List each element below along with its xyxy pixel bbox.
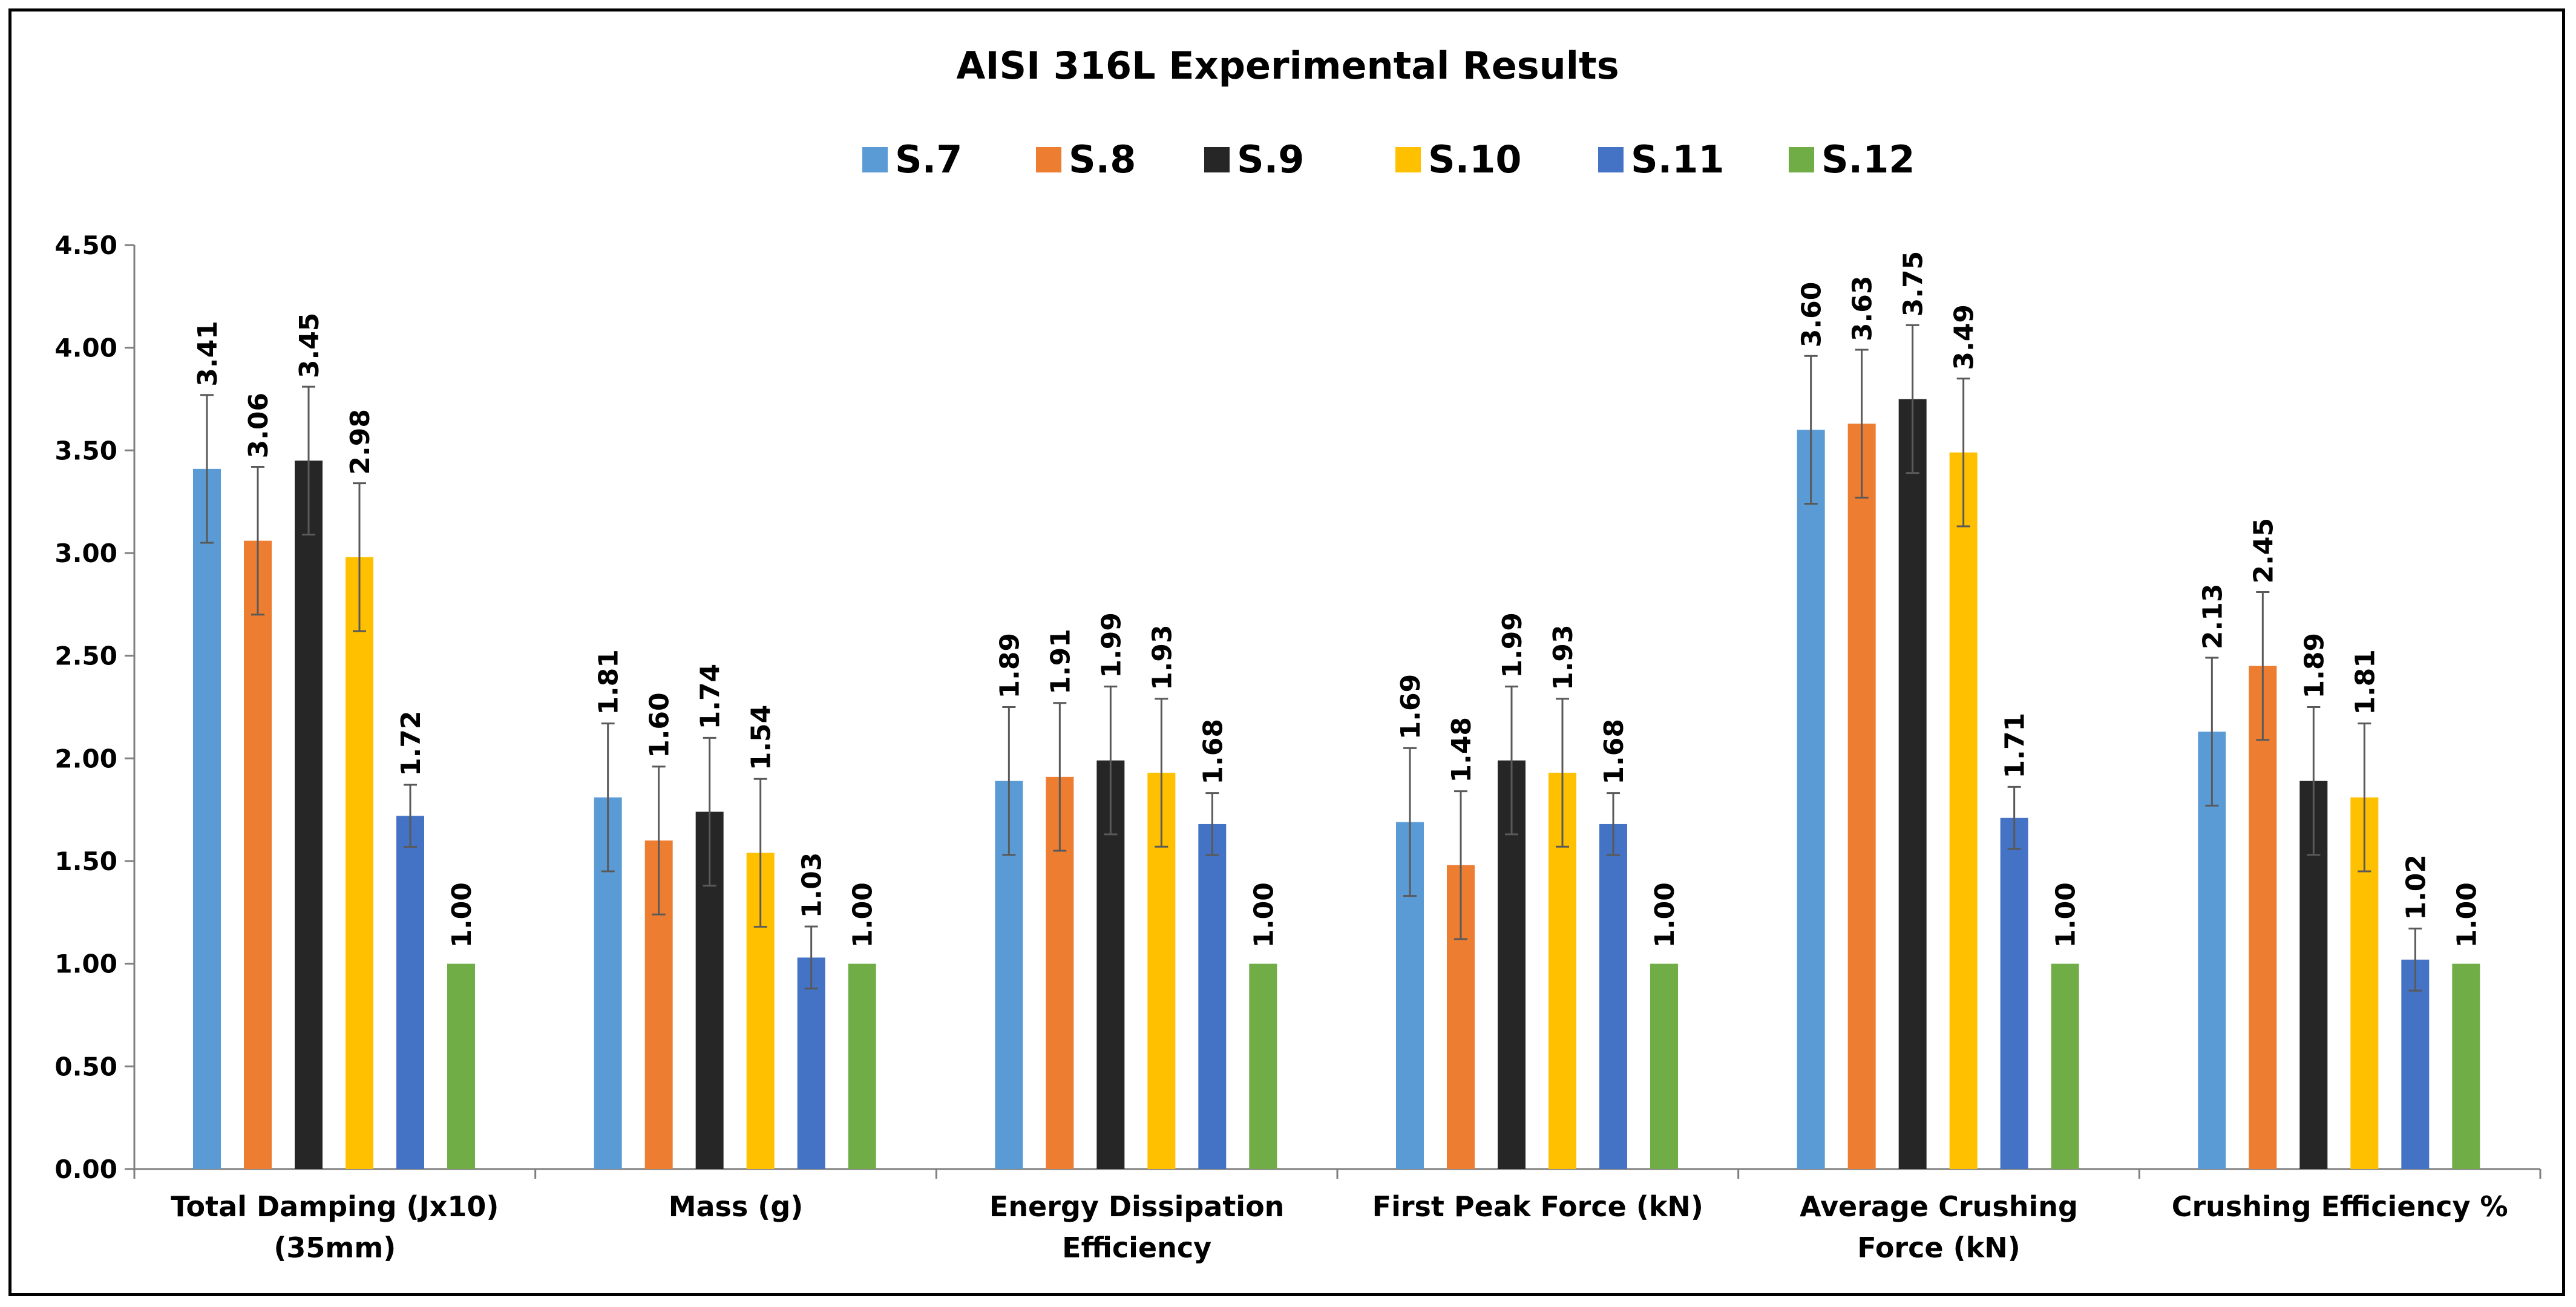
- bar-s8-5: [2249, 666, 2277, 1169]
- data-label: 1.81: [2350, 649, 2381, 715]
- bar-s11-3: [1599, 824, 1627, 1169]
- bar-s11-1: [797, 957, 825, 1169]
- bar-s9-0: [295, 460, 323, 1169]
- legend: S.7 S.8 S.9 S.10 S.11 S.12: [862, 137, 1915, 182]
- bar-s8-4: [1847, 424, 1876, 1169]
- error-bars: [200, 324, 2422, 992]
- data-label: 3.60: [1797, 282, 1827, 348]
- data-label: 1.60: [644, 692, 675, 758]
- y-tick-label: 1.00: [54, 949, 117, 979]
- bar-s12-2: [1249, 963, 1277, 1169]
- legend-label-s12: S.12: [1821, 137, 1915, 182]
- data-label: 1.00: [1650, 882, 1680, 948]
- y-tick-label: 4.00: [54, 333, 117, 363]
- y-tick-label: 3.00: [54, 539, 117, 568]
- x-category-label: Average Crushing: [1800, 1190, 2078, 1223]
- data-label: 2.98: [345, 409, 376, 475]
- data-label: 1.00: [848, 882, 879, 948]
- x-category-label: (35mm): [274, 1231, 396, 1264]
- bar-s11-0: [396, 816, 424, 1169]
- bar-s11-4: [2000, 817, 2028, 1169]
- bar-s11-5: [2401, 959, 2430, 1169]
- data-label: 1.71: [2000, 713, 2031, 779]
- data-label: 2.45: [2248, 518, 2279, 584]
- data-label: 1.93: [1548, 624, 1579, 690]
- legend-swatch-s8: [1036, 147, 1061, 172]
- y-tick-label: 0.00: [54, 1155, 117, 1184]
- data-label: 3.75: [1898, 251, 1929, 317]
- x-category-label: Crushing Efficiency %: [2172, 1190, 2508, 1223]
- data-label: 3.06: [243, 393, 274, 459]
- bar-s12-4: [2051, 963, 2079, 1169]
- chart-title: AISI 316L Experimental Results: [956, 44, 1619, 88]
- x-category-label: Total Damping (Jx10): [171, 1190, 499, 1223]
- legend-swatch-s10: [1395, 147, 1421, 172]
- bar-s7-0: [193, 468, 221, 1170]
- data-label: 1.69: [1395, 674, 1426, 740]
- data-label: 2.13: [2197, 583, 2228, 649]
- data-label: 3.45: [294, 313, 325, 379]
- data-label: 3.49: [1949, 304, 1980, 370]
- legend-label-s11: S.11: [1631, 137, 1725, 182]
- y-tick-label: 0.50: [54, 1052, 117, 1081]
- data-label: 1.03: [797, 853, 828, 919]
- bar-s12-3: [1650, 963, 1678, 1169]
- data-label: 1.02: [2401, 854, 2431, 920]
- y-tick-label: 2.50: [54, 641, 117, 671]
- y-tick-label: 1.50: [54, 847, 117, 876]
- data-label: 1.72: [396, 710, 427, 776]
- bar-s9-4: [1898, 399, 1927, 1169]
- x-category-label: Force (kN): [1857, 1231, 2020, 1264]
- y-tick-label: 2.00: [54, 744, 117, 773]
- legend-label-s8: S.8: [1069, 137, 1136, 182]
- data-label: 1.74: [695, 664, 726, 730]
- bar-s12-1: [848, 963, 876, 1169]
- chart-frame: [8, 8, 2565, 1296]
- data-label: 1.91: [1045, 629, 1076, 695]
- legend-label-s9: S.9: [1237, 137, 1304, 182]
- bars: [193, 399, 2480, 1170]
- data-label: 1.68: [1599, 719, 1630, 785]
- x-category-label: First Peak Force (kN): [1372, 1190, 1703, 1223]
- legend-swatch-s9: [1204, 147, 1230, 172]
- data-label: 1.00: [1248, 882, 1279, 948]
- x-category-label: Efficiency: [1062, 1231, 1211, 1264]
- y-tick-label: 4.50: [54, 231, 117, 260]
- data-label: 1.99: [1497, 612, 1528, 678]
- data-label: 1.00: [2451, 882, 2482, 948]
- data-label: 1.89: [2299, 633, 2330, 699]
- legend-label-s7: S.7: [895, 137, 962, 182]
- data-label: 1.99: [1096, 612, 1127, 678]
- x-category-label: Energy Dissipation: [989, 1190, 1285, 1223]
- data-label: 3.41: [192, 321, 223, 387]
- x-axis: Total Damping (Jx10) (35mm) Mass (g) Energy…: [133, 1168, 2542, 1264]
- data-label: 1.00: [447, 882, 477, 948]
- data-label: 3.63: [1847, 275, 1878, 341]
- bar-s12-5: [2452, 963, 2480, 1169]
- data-label: 1.89: [994, 633, 1025, 699]
- data-label: 1.81: [594, 649, 624, 715]
- data-label: 1.00: [2051, 882, 2082, 948]
- legend-swatch-s12: [1789, 147, 1814, 172]
- legend-label-s10: S.10: [1428, 137, 1522, 182]
- bar-s10-0: [346, 557, 373, 1169]
- data-label: 1.54: [746, 705, 777, 771]
- y-axis: 0.00 0.50 1.00 1.50 2.00 2.50 3.00 3.50 4.00 4.50: [54, 231, 136, 1184]
- x-category-label: Mass (g): [669, 1190, 804, 1223]
- legend-swatch-s7: [862, 147, 888, 172]
- data-labels: 3.41 1.81 1.89 1.69 3.60 2.13 3.06 1.60 1.91 1.48…: [192, 251, 2482, 948]
- bar-s12-0: [447, 963, 475, 1169]
- y-tick-label: 3.50: [54, 436, 117, 465]
- bar-s8-0: [244, 540, 272, 1169]
- bar-s11-2: [1198, 824, 1227, 1169]
- data-label: 1.68: [1198, 719, 1228, 785]
- data-label: 1.93: [1147, 624, 1178, 690]
- bar-s7-4: [1797, 430, 1825, 1169]
- legend-swatch-s11: [1598, 147, 1624, 172]
- bar-s10-4: [1949, 452, 1978, 1169]
- data-label: 1.48: [1446, 717, 1477, 783]
